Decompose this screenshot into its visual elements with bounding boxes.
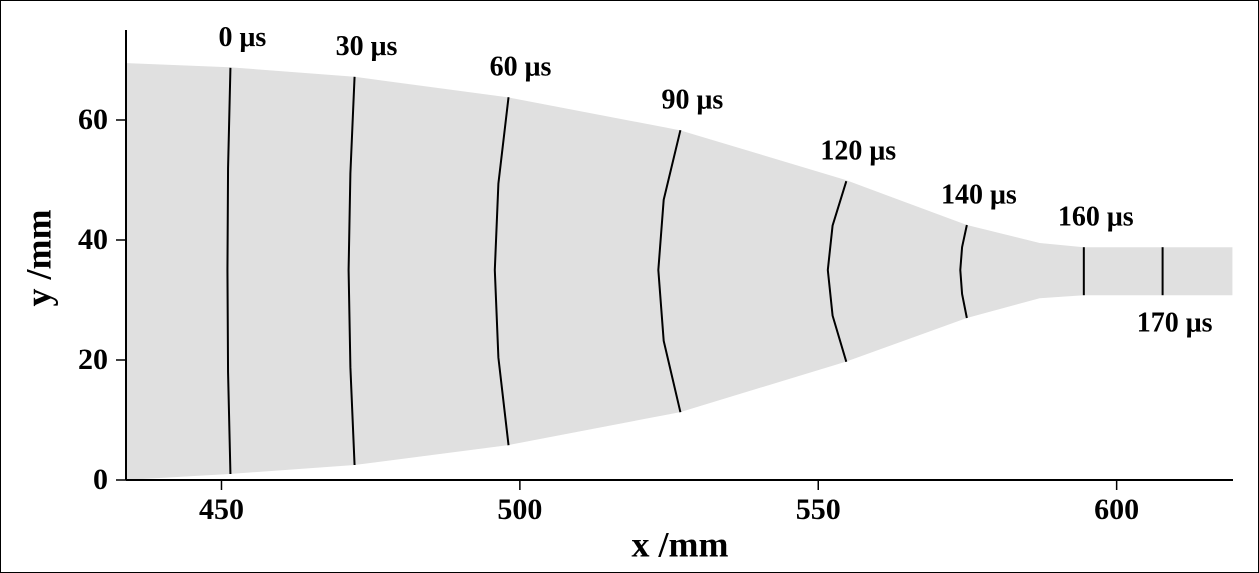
front-label: 30 μs [336, 31, 398, 62]
front-label: 170 μs [1137, 308, 1213, 339]
x-tick-label: 600 [1094, 493, 1139, 526]
y-tick-label: 60 [78, 103, 108, 136]
front-label: 60 μs [490, 52, 552, 83]
front-label: 160 μs [1058, 202, 1134, 233]
y-tick-label: 20 [78, 343, 108, 376]
wave-front [347, 76, 356, 466]
front-label: 120 μs [820, 136, 896, 167]
y-axis-label: y /mm [18, 210, 58, 307]
wave-front [826, 180, 848, 363]
nozzle-area [125, 63, 1233, 480]
plot-area: 0 μs 30 μs 60 μs 90 μs 120 μs 140 μs 160 μs 170… [78, 22, 1233, 526]
front-label: 140 μs [941, 179, 1017, 210]
y-tick-label: 40 [78, 223, 108, 256]
front-label: 0 μs [219, 22, 267, 53]
wave-front [959, 224, 968, 319]
wave-front [657, 129, 682, 413]
x-tick-label: 450 [199, 493, 244, 526]
wave-front [226, 67, 232, 475]
x-tick-label: 550 [796, 493, 841, 526]
front-label: 90 μs [662, 85, 724, 116]
wave-front [493, 97, 510, 446]
y-tick-label: 0 [93, 463, 108, 496]
x-axis-label: x /mm [632, 524, 729, 564]
x-tick-label: 500 [497, 493, 542, 526]
